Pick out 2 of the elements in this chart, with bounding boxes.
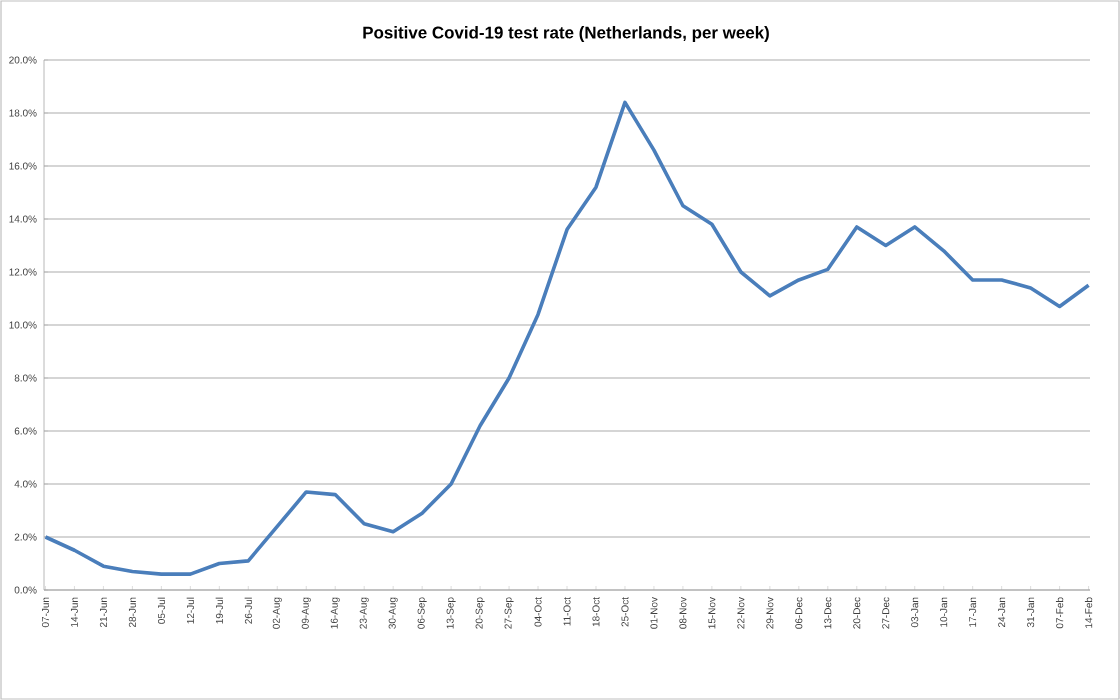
chart-title: Positive Covid-19 test rate (Netherlands, per week) [363, 26, 769, 42]
line-series [43, 100, 1091, 576]
